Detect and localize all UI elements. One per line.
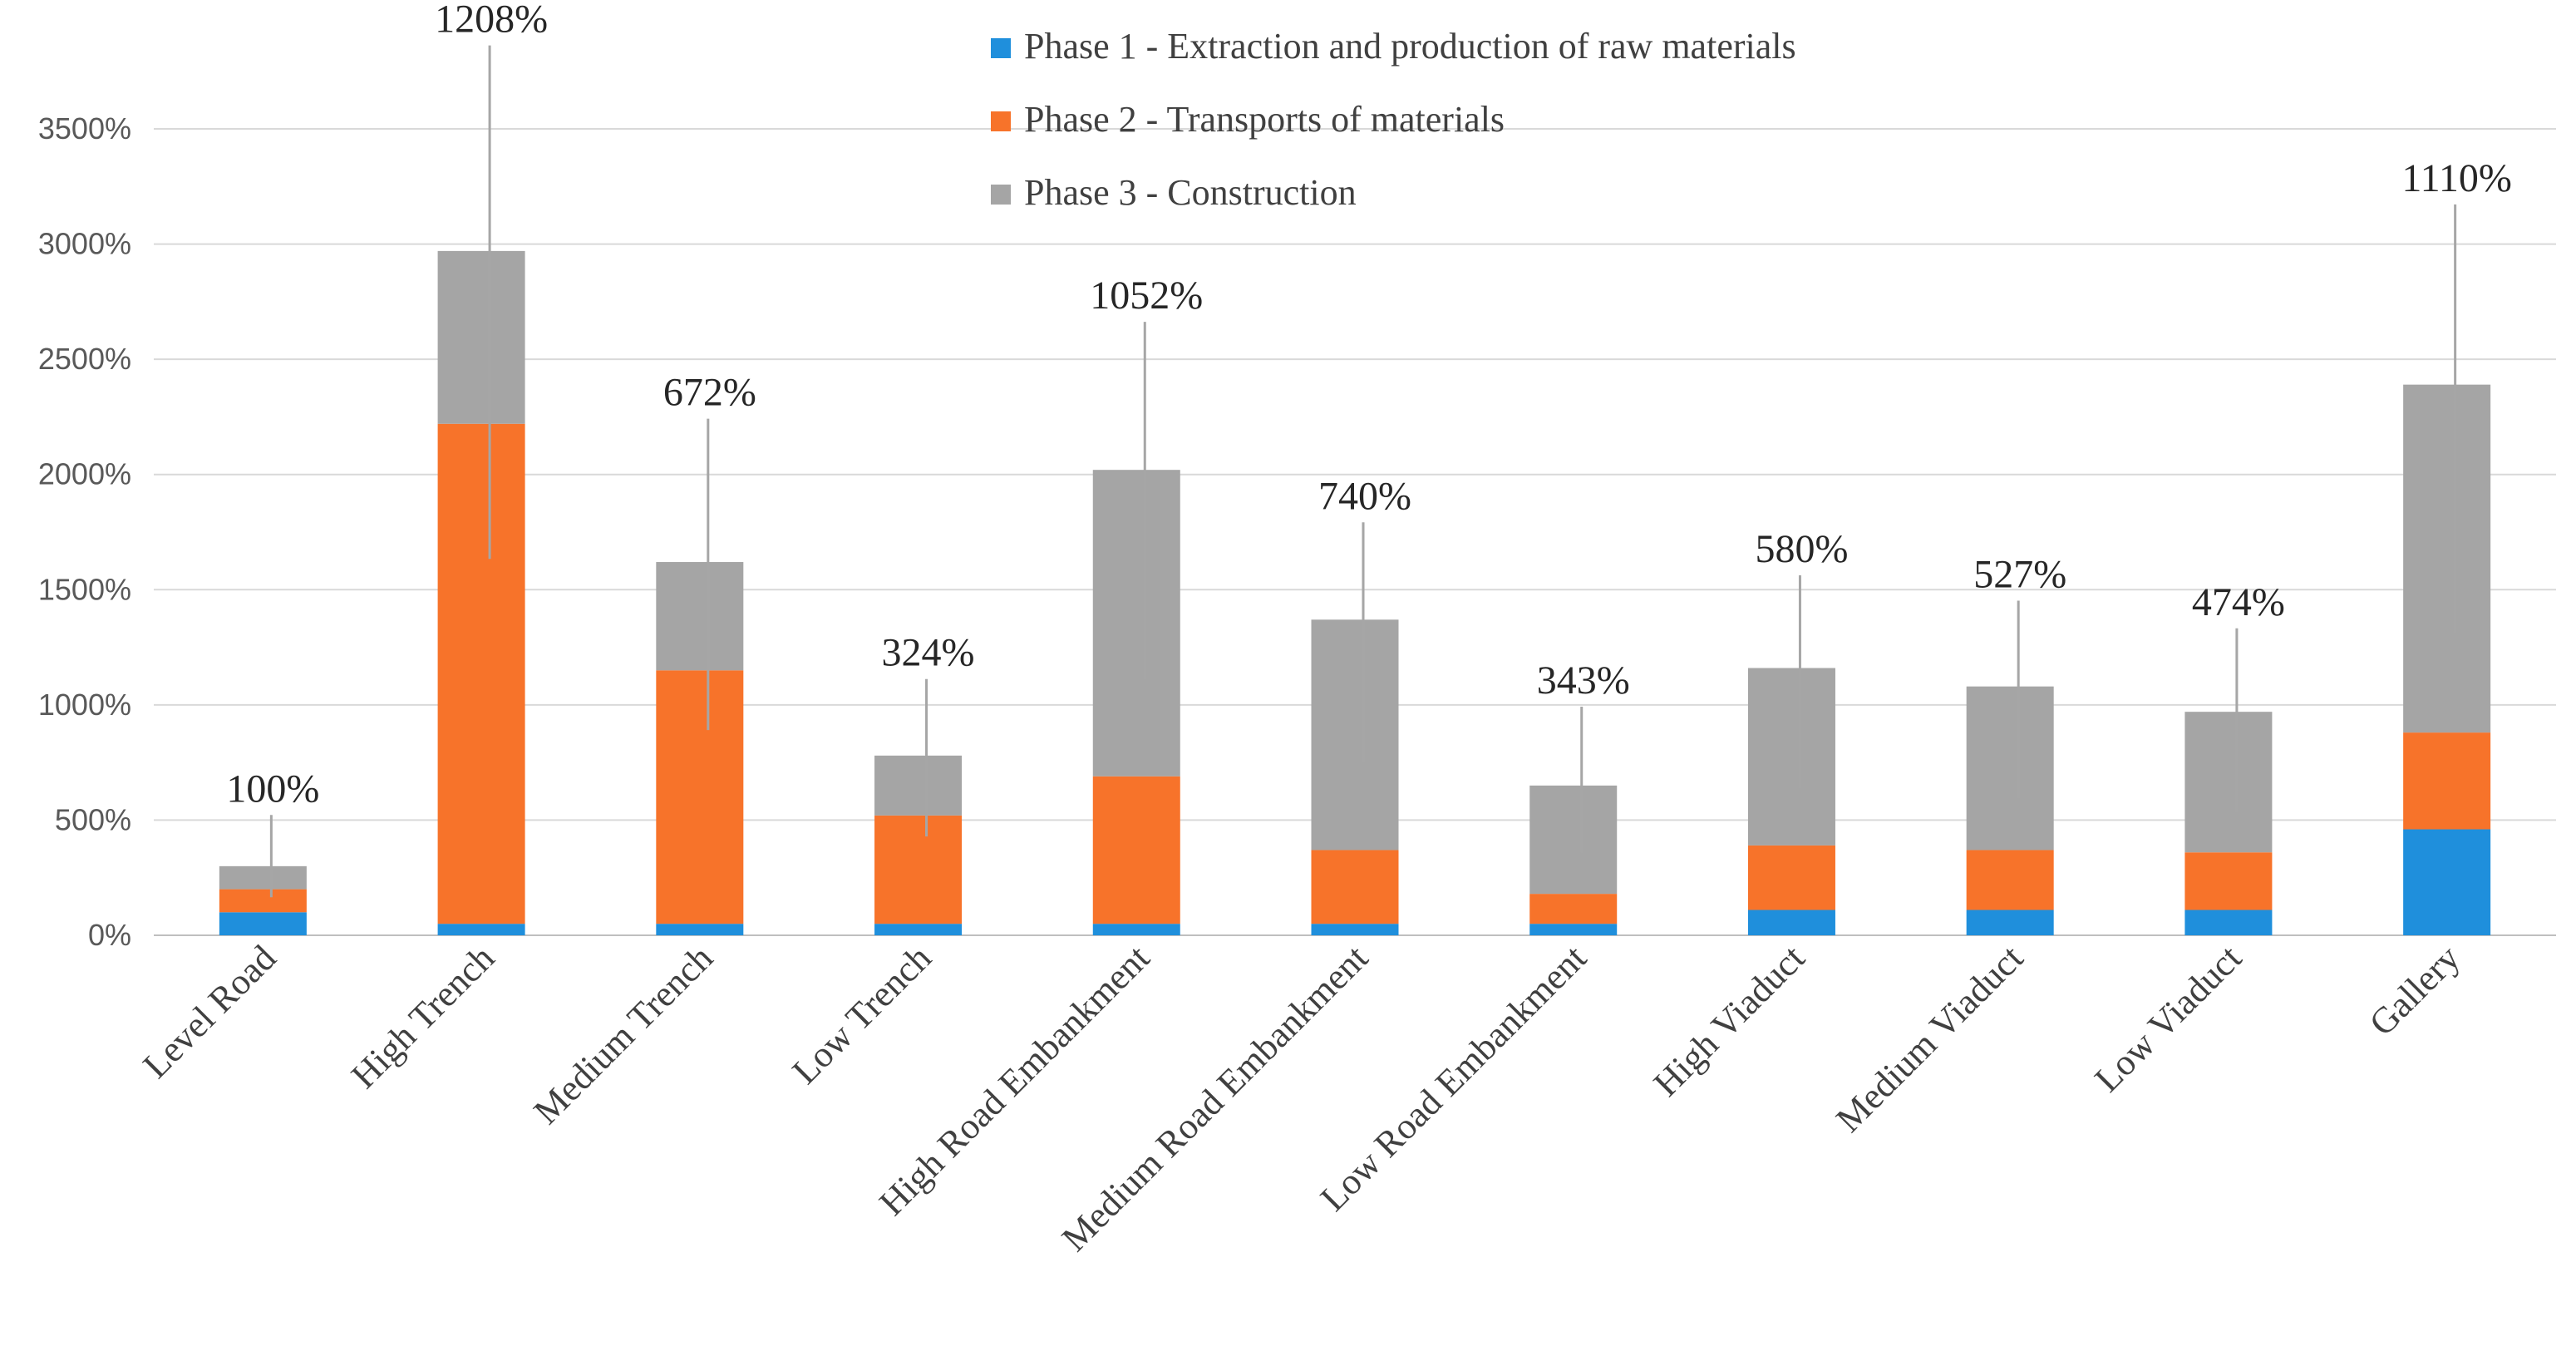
- bar-segment-phase-2: [1747, 845, 1835, 910]
- y-tick-label: 2500%: [38, 342, 131, 376]
- x-category-label: Medium Trench: [526, 937, 721, 1132]
- x-category-label: Low Viaduct: [2086, 937, 2249, 1100]
- x-category-label: Low Trench: [785, 937, 939, 1092]
- bar-segment-phase-3: [1966, 686, 2054, 850]
- callout-label: 474%: [2192, 580, 2285, 624]
- bar-segment-phase-1: [1092, 924, 1180, 935]
- x-axis-categories: Level Road High Trench Medium Trench Low Tr…: [135, 937, 2468, 1259]
- bar-segment-phase-3: [1311, 619, 1399, 850]
- callout-label: 527%: [1973, 553, 2066, 597]
- bar-segment-phase-3: [219, 865, 307, 890]
- legend-label: Phase 1 - Extraction and production of r…: [1024, 26, 1796, 67]
- bar-segment-phase-1: [656, 924, 744, 935]
- bar-segment-phase-3: [874, 755, 963, 816]
- callout-label: 324%: [882, 631, 975, 675]
- legend-label: Phase 2 - Transports of materials: [1024, 99, 1505, 140]
- y-tick-label: 500%: [55, 802, 131, 836]
- bar-segment-phase-2: [437, 423, 525, 924]
- bar-segment-phase-1: [219, 912, 307, 935]
- bar-segment-phase-1: [2184, 910, 2273, 935]
- y-tick-label: 1000%: [38, 688, 131, 722]
- bars: [219, 250, 2491, 935]
- y-tick-label: 1500%: [38, 572, 131, 606]
- legend-label: Phase 3 - Construction: [1024, 172, 1357, 213]
- bar-segment-phase-1: [2403, 829, 2491, 935]
- y-tick-label: 0%: [88, 918, 131, 952]
- legend-swatch: [991, 111, 1011, 131]
- bar-segment-phase-2: [874, 815, 963, 924]
- bar-segment-phase-1: [1747, 910, 1835, 935]
- bar-segment-phase-3: [2403, 384, 2491, 733]
- bar-segment-phase-2: [1092, 776, 1180, 924]
- bar-segment-phase-2: [219, 889, 307, 913]
- callout-label: 343%: [1537, 658, 1630, 703]
- callout-label: 100%: [226, 767, 319, 811]
- bar-segment-phase-2: [1311, 850, 1399, 924]
- bar-segment-phase-2: [2403, 732, 2491, 830]
- y-tick-label: 2000%: [38, 457, 131, 491]
- bar-segment-phase-1: [874, 924, 963, 935]
- bar-segment-phase-2: [1529, 894, 1618, 924]
- y-axis-ticks: 0% 500% 1000% 1500% 2000% 2500% 3000% 3500%: [38, 111, 131, 952]
- bar-segment-phase-1: [1529, 924, 1618, 935]
- x-category-label: Gallery: [2362, 937, 2468, 1043]
- callout-label: 1208%: [435, 0, 548, 42]
- x-category-label: High Viaduct: [1646, 937, 1813, 1104]
- callout-labels: 100% 1208% 672% 324% 1052% 740% 343% 580% 527% 47…: [226, 0, 2511, 811]
- bar-segment-phase-3: [437, 250, 525, 424]
- callout-label: 580%: [1755, 527, 1848, 571]
- callout-leaders: [269, 45, 2457, 898]
- y-tick-label: 3500%: [38, 111, 131, 145]
- bar-segment-phase-2: [1966, 850, 2054, 910]
- bar-segment-phase-3: [1092, 470, 1180, 777]
- bar-segment-phase-1: [437, 924, 525, 935]
- legend-swatch: [991, 185, 1011, 205]
- bar-segment-phase-1: [1311, 924, 1399, 935]
- callout-label: 672%: [663, 371, 756, 415]
- bar-segment-phase-3: [2184, 712, 2273, 853]
- bar-segment-phase-3: [1529, 785, 1618, 895]
- bar-segment-phase-2: [2184, 852, 2273, 910]
- bar-segment-phase-2: [656, 670, 744, 924]
- callout-label: 1110%: [2401, 156, 2511, 200]
- bar-segment-phase-3: [656, 562, 744, 671]
- bar-segment-phase-1: [1966, 910, 2054, 935]
- bar-segment-phase-3: [1747, 668, 1835, 846]
- callout-label: 740%: [1318, 474, 1411, 518]
- x-category-label: Medium Viaduct: [1828, 937, 2031, 1140]
- legend: Phase 1 - Extraction and production of r…: [991, 26, 1796, 213]
- legend-swatch: [991, 38, 1011, 58]
- y-tick-label: 3000%: [38, 227, 131, 261]
- callout-label: 1052%: [1090, 274, 1203, 318]
- x-category-label: High Trench: [343, 937, 502, 1096]
- x-category-label: Level Road: [135, 937, 284, 1086]
